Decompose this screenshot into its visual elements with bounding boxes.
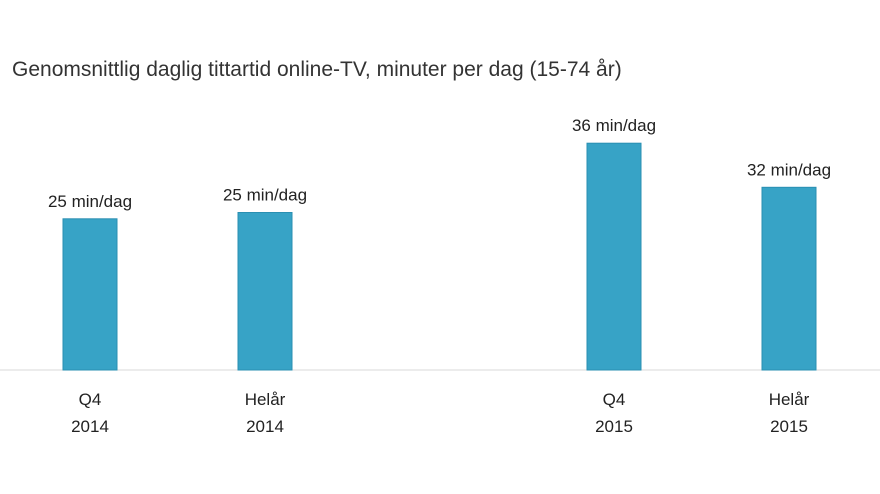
data-label-0: 25 min/dag bbox=[48, 192, 132, 211]
bar-2 bbox=[586, 142, 642, 371]
x-tick-year-0: 2014 bbox=[71, 417, 109, 436]
x-tick-year-1: 2014 bbox=[246, 417, 284, 436]
bar-1 bbox=[237, 212, 293, 371]
data-label-3: 32 min/dag bbox=[747, 160, 831, 179]
x-tick-label-0: Q4 bbox=[79, 390, 102, 409]
bar-3 bbox=[761, 186, 817, 371]
bar-0 bbox=[62, 218, 118, 371]
x-tick-year-2: 2015 bbox=[595, 417, 633, 436]
data-label-1: 25 min/dag bbox=[223, 186, 307, 205]
chart-title: Genomsnittlig daglig tittartid online-TV… bbox=[12, 58, 622, 81]
x-tick-label-1: Helår bbox=[245, 390, 286, 409]
x-tick-label-2: Q4 bbox=[603, 390, 626, 409]
data-label-2: 36 min/dag bbox=[572, 116, 656, 135]
x-tick-year-3: 2015 bbox=[770, 417, 808, 436]
x-tick-label-3: Helår bbox=[769, 390, 810, 409]
